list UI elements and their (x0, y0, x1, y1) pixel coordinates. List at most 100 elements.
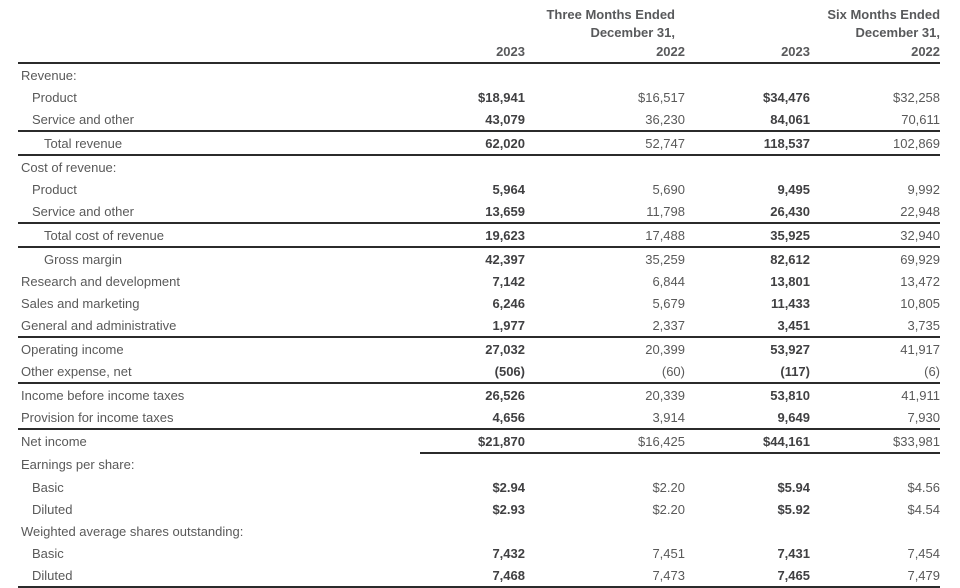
value-cell: 36,230 (525, 108, 685, 132)
value-cell: 13,801 (770, 273, 810, 289)
value-cell: 69,929 (900, 251, 941, 267)
value-cell (525, 63, 685, 86)
table-row: Other expense, net (506) (60) (117) (6) (18, 360, 941, 384)
table-row: Product 5,964 5,690 9,495 9,992 (18, 178, 940, 200)
value-cell: $4.54 (907, 501, 941, 517)
value-cell: 20,399 (645, 341, 685, 357)
value-cell: 19,623 (420, 223, 525, 248)
row-label: Product (32, 89, 77, 105)
value-cell: 26,430 (685, 200, 810, 224)
table-row: Gross margin 42,397 35,259 82,612 69,929 (18, 247, 940, 270)
table-row: General and administrative 1,977 2,337 3,45… (18, 314, 941, 338)
value-cell: 43,079 (420, 108, 525, 132)
row-label: Basic (32, 545, 64, 561)
value-cell: 27,032 (485, 341, 525, 357)
value-cell: 52,747 (525, 131, 685, 156)
value-cell (685, 155, 810, 178)
table-row: Weighted average shares outstanding: (18, 520, 940, 542)
value-cell: $5.92 (777, 501, 810, 517)
value-cell: 11,433 (770, 295, 810, 311)
value-cell: 7,454 (907, 545, 941, 561)
value-cell: 11,798 (525, 200, 685, 224)
year-header: 2022 (525, 40, 685, 64)
value-cell: 5,964 (492, 181, 525, 197)
value-cell: 17,488 (525, 223, 685, 248)
table-row: Research and development 7,142 6,844 13,801… (18, 270, 940, 292)
value-cell (810, 63, 940, 86)
header-spacer (18, 4, 420, 22)
three-months-ended-header: Three Months Ended (546, 7, 675, 22)
value-cell (525, 520, 685, 542)
value-cell: 3,735 (810, 314, 941, 338)
value-cell: 7,142 (492, 273, 525, 289)
row-label: Diluted (32, 501, 73, 517)
value-cell: 82,612 (770, 251, 810, 267)
value-cell: 7,432 (492, 545, 525, 561)
header-group-row-2: December 31, December 31, (18, 22, 940, 40)
row-label: Gross margin (44, 251, 123, 267)
table-row: Service and other 13,659 11,798 26,430 22,94… (18, 200, 941, 224)
value-cell: 2,337 (525, 314, 685, 338)
value-cell: 118,537 (685, 131, 810, 156)
row-label: Research and development (21, 273, 180, 289)
value-cell: (117) (685, 360, 810, 384)
value-cell: $44,161 (685, 429, 810, 454)
row-label: Total cost of revenue (18, 223, 420, 248)
value-cell (685, 63, 810, 86)
header-spacer (18, 22, 420, 40)
value-cell: 6,246 (492, 295, 525, 311)
row-label: Product (32, 181, 77, 197)
value-cell (810, 453, 940, 476)
value-cell (810, 155, 940, 178)
row-label: Diluted (18, 564, 420, 588)
value-cell (525, 453, 685, 476)
row-label: Basic (32, 479, 64, 495)
value-cell: (6) (810, 360, 941, 384)
table-row: Diluted 7,468 7,473 7,465 7,479 (18, 564, 941, 588)
value-cell (525, 155, 685, 178)
value-cell: 9,649 (685, 406, 810, 430)
row-label: Operating income (21, 341, 124, 357)
table-header: Three Months Ended Six Months Ended Dece… (18, 4, 941, 64)
value-cell: 7,468 (420, 564, 525, 588)
year-header: 2023 (420, 40, 525, 64)
table-row: Sales and marketing 6,246 5,679 11,433 10,80… (18, 292, 940, 314)
row-label: Other expense, net (18, 360, 420, 384)
financial-statement-page: Three Months Ended Six Months Ended Dece… (0, 4, 960, 588)
value-cell: $18,941 (478, 89, 525, 105)
value-cell (420, 520, 525, 542)
table-row: Total cost of revenue 19,623 17,488 35,925 3… (18, 223, 941, 248)
value-cell: 35,259 (645, 251, 685, 267)
value-cell: $32,258 (893, 89, 941, 105)
value-cell: 84,061 (685, 108, 810, 132)
value-cell: $2.93 (492, 501, 525, 517)
value-cell: 22,948 (810, 200, 941, 224)
row-label: Service and other (18, 108, 420, 132)
header-spacer (18, 40, 420, 64)
three-months-date-header: December 31, (590, 25, 675, 40)
value-cell: $21,870 (420, 429, 525, 454)
table-row: Service and other 43,079 36,230 84,061 70,61… (18, 108, 941, 132)
year-header: 2023 (685, 40, 810, 64)
income-statement-table: Three Months Ended Six Months Ended Dece… (18, 4, 941, 588)
table-row: Earnings per share: (18, 453, 940, 476)
value-cell: $2.20 (652, 501, 685, 517)
table-row: Operating income 27,032 20,399 53,927 41,917 (18, 337, 940, 360)
value-cell: 32,940 (810, 223, 941, 248)
table-row: Net income $21,870 $16,425 $44,161 $33,981 (18, 429, 941, 454)
value-cell: 7,465 (685, 564, 810, 588)
table-row: Product $18,941 $16,517 $34,476 $32,258 (18, 86, 940, 108)
value-cell (420, 453, 525, 476)
value-cell: 7,431 (777, 545, 810, 561)
value-cell: $16,517 (638, 89, 685, 105)
value-cell: 7,451 (652, 545, 685, 561)
value-cell: 42,397 (485, 251, 525, 267)
row-label: Cost of revenue: (21, 159, 117, 175)
value-cell: $2.20 (652, 479, 685, 495)
value-cell: $5.94 (777, 479, 810, 495)
value-cell: 70,611 (810, 108, 941, 132)
value-cell: 4,656 (420, 406, 525, 430)
row-label: Earnings per share: (21, 457, 135, 472)
table-row: Diluted $2.93 $2.20 $5.92 $4.54 (18, 498, 940, 520)
table-row: Total revenue 62,020 52,747 118,537 102,869 (18, 131, 941, 156)
